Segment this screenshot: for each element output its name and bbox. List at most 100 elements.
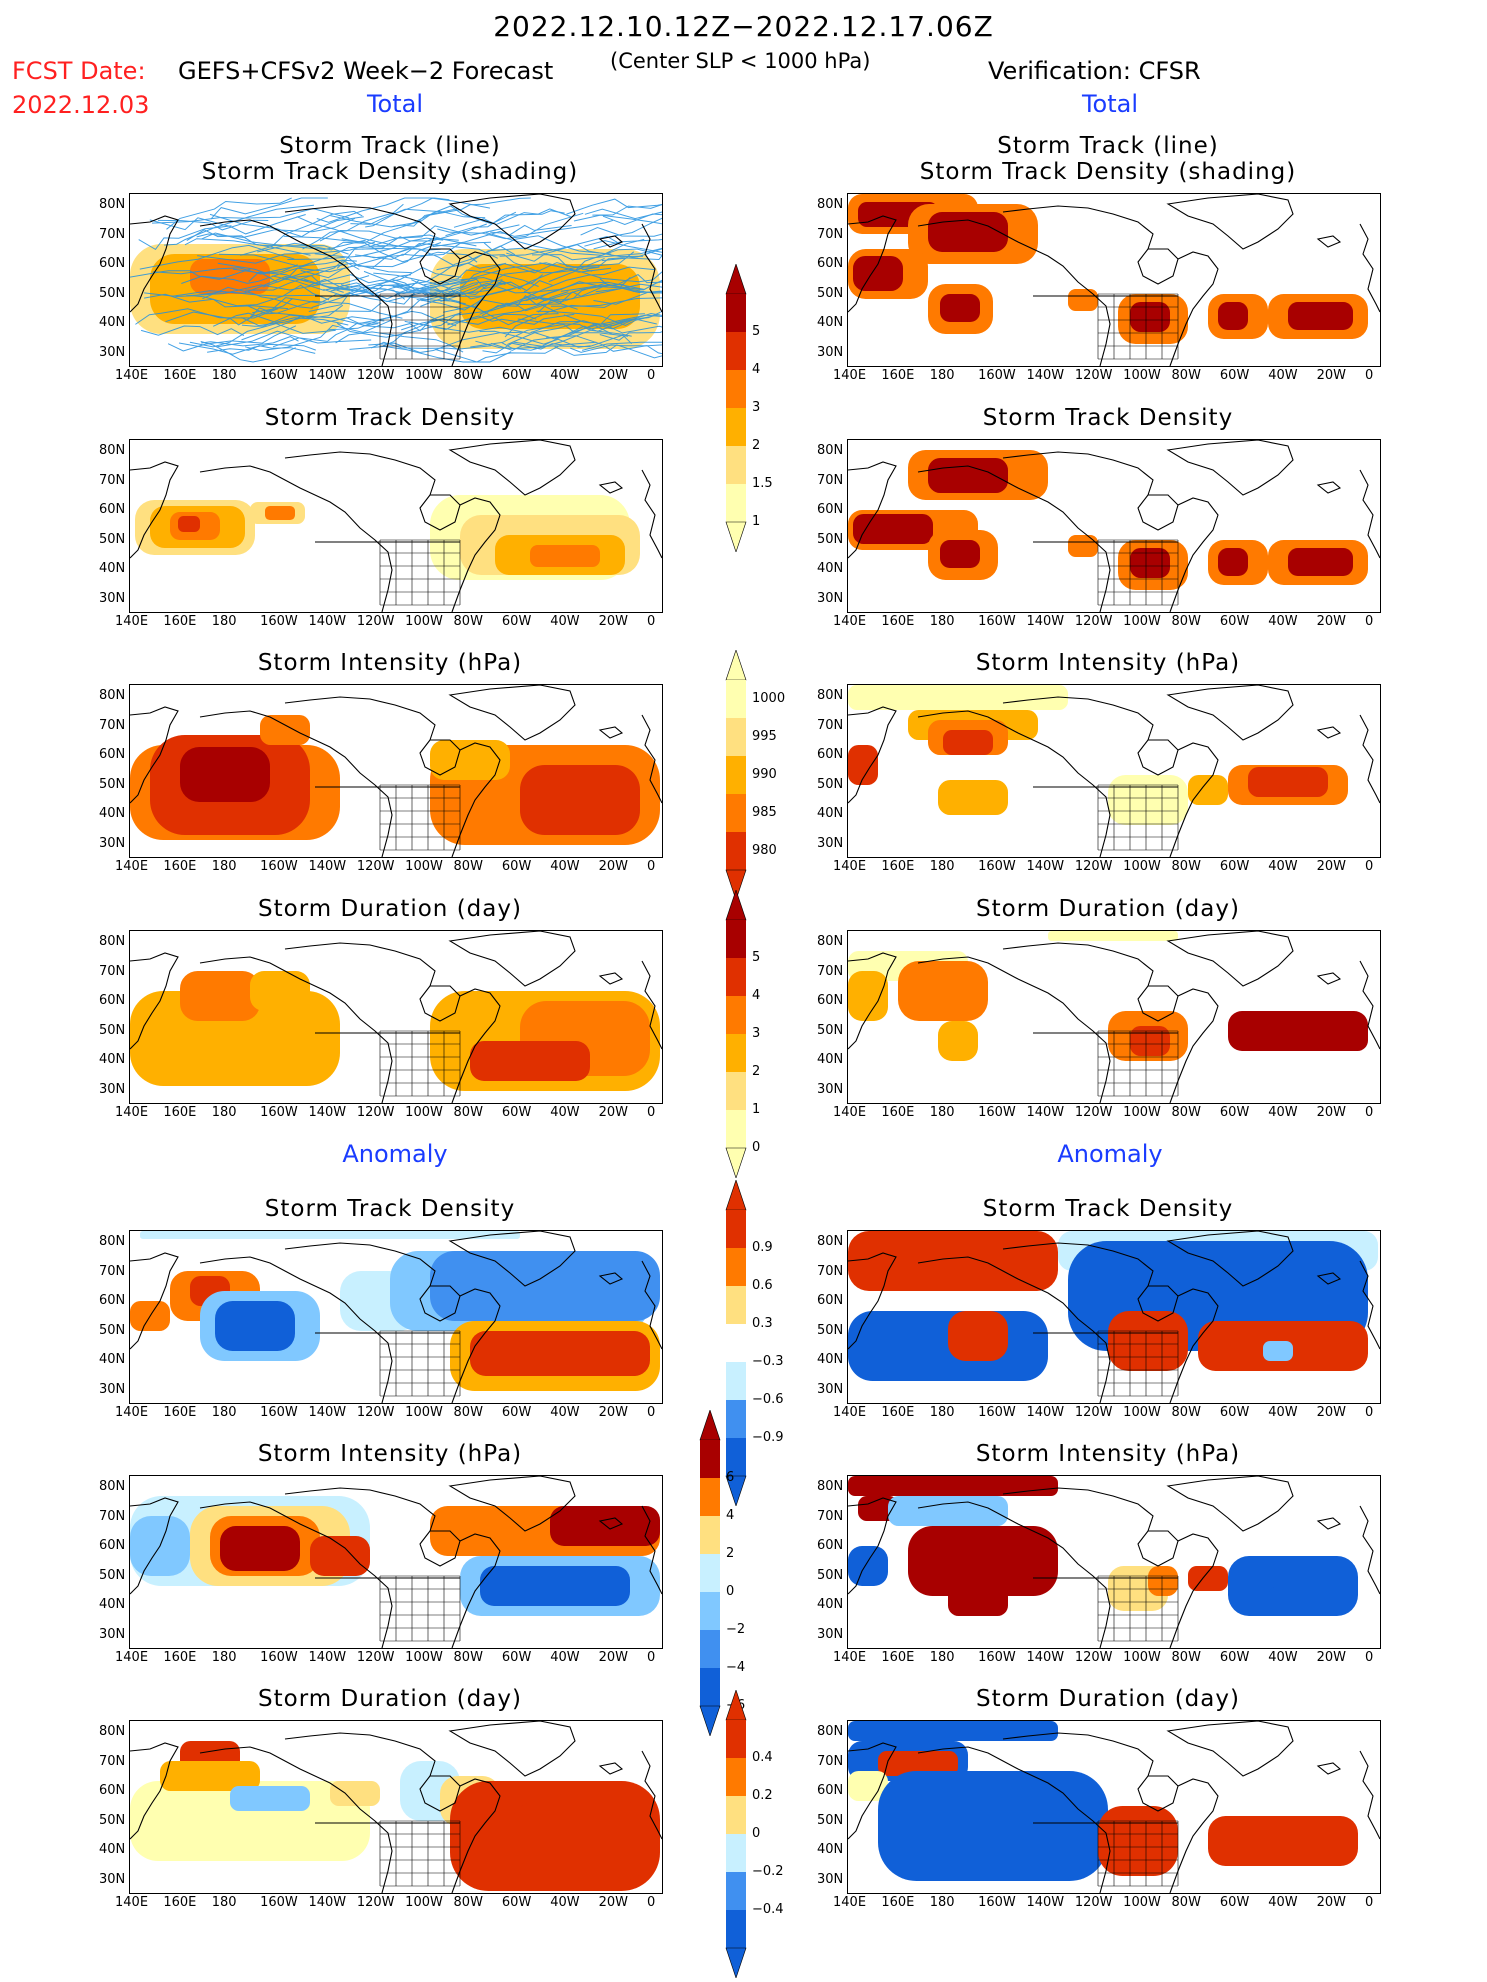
lon-tick-label: 140W xyxy=(1026,1650,1065,1665)
colorbar-label: 0 xyxy=(752,1826,761,1841)
lon-tick-label: 160E xyxy=(163,859,197,874)
state-boundaries xyxy=(1097,293,1179,360)
lon-tick-label: 140E xyxy=(833,368,867,383)
lon-tick-label: 160W xyxy=(260,1405,298,1420)
title-density-anom-verif: Storm Track Density xyxy=(982,1196,1234,1222)
lon-tick-label: 140W xyxy=(1026,1405,1065,1420)
lon-tick-label: 140E xyxy=(833,614,867,629)
lon-tick-label: 0 xyxy=(1365,614,1374,629)
lon-tick-label: 180 xyxy=(211,859,237,874)
colorbar-label: 6 xyxy=(726,1470,735,1485)
lat-tick-label: 50N xyxy=(817,1022,844,1038)
lon-tick-label: 140E xyxy=(115,1895,149,1910)
lon-tick-label: 180 xyxy=(211,1405,237,1420)
lon-tick-label: 160W xyxy=(978,1405,1016,1420)
section-total-forecast: Total xyxy=(366,90,424,118)
lat-tick-label: 80N xyxy=(99,1479,126,1494)
lon-tick-label: 160E xyxy=(163,1105,197,1120)
colorbar-swatches xyxy=(725,889,747,1179)
lon-tick-label: 140E xyxy=(833,1650,867,1665)
lat-tick-label: 60N xyxy=(817,993,844,1008)
lat-tick-label: 40N xyxy=(817,1052,844,1067)
colorbar-label: 0.2 xyxy=(752,1788,773,1803)
lat-tick-label: 30N xyxy=(99,1081,126,1097)
map-density-anom-fcst xyxy=(129,1230,663,1404)
field-shading xyxy=(130,1741,660,1891)
lon-tick-label: 140W xyxy=(308,1405,347,1420)
lon-tick-label: 60W xyxy=(1219,1105,1250,1120)
colorbar-label: 5 xyxy=(752,324,761,339)
lon-tick-label: 140E xyxy=(833,859,867,874)
lon-tick-label: 40W xyxy=(550,614,580,629)
lon-tick-label: 160W xyxy=(978,859,1016,874)
lon-tick-label: 60W xyxy=(501,614,532,629)
lat-tick-label: 70N xyxy=(817,1753,844,1769)
colorbar-label: 4 xyxy=(752,988,761,1003)
lon-tick-label: 160E xyxy=(881,368,915,383)
lon-tick-label: 140W xyxy=(1026,368,1065,383)
lon-tick-label: 40W xyxy=(550,1405,580,1420)
lon-tick-label: 0 xyxy=(1365,1105,1374,1120)
lat-tick-label: 30N xyxy=(817,835,844,851)
lon-tick-label: 20W xyxy=(598,1895,629,1910)
title-duration-anom-verif: Storm Duration (day) xyxy=(976,1686,1240,1712)
model-criterion: (Center SLP < 1000 hPa) xyxy=(610,49,871,73)
lon-tick-label: 60W xyxy=(501,1650,532,1665)
lat-tick-label: 70N xyxy=(99,472,126,488)
lat-tick-label: 50N xyxy=(817,285,844,301)
lon-tick-label: 160E xyxy=(163,1650,197,1665)
colorbar-swatches xyxy=(725,263,747,553)
state-boundaries xyxy=(379,1030,461,1097)
state-boundaries xyxy=(1097,539,1179,606)
lon-tick-label: 160E xyxy=(881,1895,915,1910)
colorbar-label: 0.4 xyxy=(752,1750,773,1765)
lat-tick-label: 80N xyxy=(99,1724,126,1739)
lat-tick-label: 40N xyxy=(817,315,844,330)
lon-tick-label: 0 xyxy=(1365,859,1374,874)
lat-tick-label: 60N xyxy=(817,747,844,762)
lon-tick-label: 140E xyxy=(115,368,149,383)
map-duration-anom-verif xyxy=(847,1720,1381,1894)
lon-tick-label: 0 xyxy=(647,1405,656,1420)
state-boundaries xyxy=(1097,1575,1179,1642)
state-boundaries xyxy=(1097,784,1179,851)
lon-tick-label: 80W xyxy=(453,1650,483,1665)
colorbar-label: 985 xyxy=(752,805,777,820)
lon-tick-label: 60W xyxy=(501,1405,532,1420)
lon-tick-label: 80W xyxy=(453,859,483,874)
lon-tick-label: 140W xyxy=(1026,614,1065,629)
lon-tick-label: 140W xyxy=(308,859,347,874)
lon-tick-label: 40W xyxy=(1268,1650,1298,1665)
lon-tick-label: 20W xyxy=(598,368,629,383)
lon-tick-label: 140W xyxy=(1026,1105,1065,1120)
lon-tick-label: 100W xyxy=(405,1405,443,1420)
lat-tick-label: 30N xyxy=(817,590,844,606)
lon-tick-label: 160E xyxy=(881,1105,915,1120)
lon-tick-label: 140W xyxy=(308,368,347,383)
lon-tick-label: 20W xyxy=(598,859,629,874)
lon-tick-label: 140E xyxy=(833,1405,867,1420)
map-track-line-fcst xyxy=(129,193,663,367)
field-shading xyxy=(848,1476,1358,1616)
lon-tick-label: 160W xyxy=(260,1105,298,1120)
title-track-shading-verif: Storm Track Density (shading) xyxy=(919,159,1297,185)
lon-tick-label: 80W xyxy=(453,1895,483,1910)
lat-tick-label: 80N xyxy=(817,443,844,458)
colorbar-label: 990 xyxy=(752,767,777,782)
lat-tick-label: 80N xyxy=(99,1234,126,1249)
colorbar-duration xyxy=(724,889,764,1182)
lon-tick-label: 160W xyxy=(260,368,298,383)
lon-tick-label: 20W xyxy=(1316,859,1347,874)
lat-tick-label: 70N xyxy=(817,717,844,733)
lat-tick-label: 30N xyxy=(99,1381,126,1397)
lon-tick-label: 40W xyxy=(1268,1405,1298,1420)
coastline xyxy=(848,1721,1380,1893)
lon-tick-label: 180 xyxy=(211,368,237,383)
lon-tick-label: 80W xyxy=(1171,614,1201,629)
lon-tick-label: 120W xyxy=(356,614,395,629)
lat-tick-label: 60N xyxy=(817,256,844,271)
lat-tick-label: 70N xyxy=(817,1263,844,1279)
lon-tick-label: 140W xyxy=(1026,859,1065,874)
lon-tick-label: 0 xyxy=(1365,1650,1374,1665)
lon-tick-label: 80W xyxy=(1171,1405,1201,1420)
